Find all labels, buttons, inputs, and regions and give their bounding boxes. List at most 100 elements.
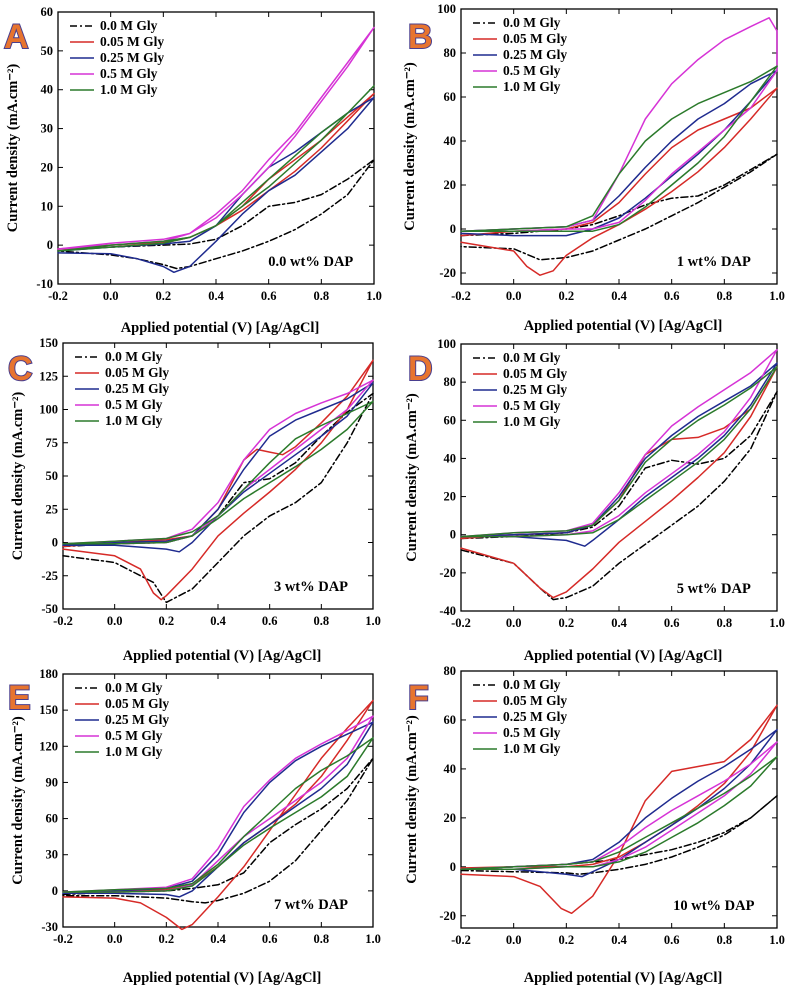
panel-annotation: 1 wt% DAP <box>677 254 751 270</box>
x-tick-label: 0.6 <box>664 289 680 303</box>
legend-label: 0.05 M Gly <box>503 366 567 381</box>
legend-label: 0.25 M Gly <box>503 709 567 724</box>
x-tick-label: 0.4 <box>208 289 224 303</box>
x-tick-label: 0.0 <box>103 289 119 303</box>
series-line-0-25-m-gly <box>460 728 778 878</box>
y-axis-title: Current density (mA.cm⁻²) <box>10 716 26 885</box>
y-tick-label: 0 <box>450 222 456 236</box>
y-tick-label: 0 <box>47 238 53 252</box>
y-tick-label: -20 <box>439 566 456 580</box>
panel-a: -0.2 0.0 0.2 0.4 0.6 0.8 1.0 -10 0 10 20 30 40 50 60 Ap… <box>3 5 382 336</box>
legend-label: 0.05 M Gly <box>503 31 567 46</box>
y-tick-label: 60 <box>444 713 457 727</box>
y-tick-label: 150 <box>39 336 58 350</box>
y-tick-label: 30 <box>41 122 54 136</box>
y-axis-title: Current density (mA.cm⁻²) <box>404 715 420 884</box>
x-axis-title: Applied potential (V) [Ag/AgCl] <box>123 970 322 986</box>
series-line-0-05-m-gly <box>460 87 778 276</box>
y-tick-label: 80 <box>444 46 457 60</box>
series-line-0-0-m-gly <box>460 153 778 261</box>
series-line-1-0-m-gly <box>460 65 778 232</box>
y-tick-label: 40 <box>444 762 457 776</box>
legend-label: 0.5 M Gly <box>503 725 561 740</box>
legend-label: 0.0 M Gly <box>503 15 561 30</box>
legend-label: 0.05 M Gly <box>105 365 169 380</box>
y-tick-label: 75 <box>46 436 59 450</box>
x-tick-label: 0.6 <box>261 289 277 303</box>
x-tick-label: 1.0 <box>769 616 785 630</box>
x-tick-label: -0.2 <box>53 932 73 946</box>
series-line-0-25-m-gly <box>62 382 374 553</box>
series-line-0-05-m-gly <box>62 359 374 601</box>
panel-c: -0.2 0.0 0.2 0.4 0.6 0.8 1.0 -50 -25 0 25 50 75 100 12… <box>7 336 381 664</box>
series-line-0-5-m-gly <box>460 17 778 232</box>
x-tick-label: 0.8 <box>717 933 733 947</box>
legend-label: 0.25 M Gly <box>503 382 567 397</box>
x-axis-title: Applied potential (V) [Ag/AgCl] <box>121 320 320 336</box>
y-axis-title: Current density (mA.cm⁻²) <box>10 392 26 561</box>
y-tick-label: 20 <box>444 811 457 825</box>
legend-label: 0.5 M Gly <box>105 397 163 412</box>
y-axis-title: Current density (mA.cm⁻²) <box>404 393 420 562</box>
x-tick-label: 0.2 <box>559 933 575 947</box>
series-line-0-5-m-gly <box>460 741 778 871</box>
x-tick-label: 0.4 <box>210 614 226 628</box>
panel-letter: C <box>8 350 33 388</box>
x-tick-label: 0.8 <box>717 616 733 630</box>
series-line-0-0-m-gly <box>57 158 375 270</box>
series-line-1-0-m-gly <box>460 366 778 538</box>
y-tick-label: 100 <box>39 403 58 417</box>
y-tick-label: 40 <box>41 83 54 97</box>
x-tick-label: 0.0 <box>506 933 522 947</box>
panel-letter: A <box>4 18 29 56</box>
series-line-0-0-m-gly <box>62 757 374 904</box>
panel-annotation: 10 wt% DAP <box>673 898 754 914</box>
legend-label: 1.0 M Gly <box>105 413 163 428</box>
x-tick-label: -0.2 <box>48 289 68 303</box>
panel-annotation: 7 wt% DAP <box>274 897 348 913</box>
y-tick-label: 50 <box>41 44 54 58</box>
y-tick-label: -40 <box>439 604 456 618</box>
y-tick-label: 0 <box>450 528 456 542</box>
x-tick-label: -0.2 <box>451 933 471 947</box>
x-axis-title: Applied potential (V) [Ag/AgCl] <box>123 648 322 664</box>
x-tick-label: 1.0 <box>366 289 382 303</box>
y-tick-label: -50 <box>41 602 58 616</box>
y-tick-label: 120 <box>39 739 58 753</box>
legend-label: 0.25 M Gly <box>100 50 164 65</box>
legend-label: 1.0 M Gly <box>100 82 158 97</box>
y-tick-label: -20 <box>439 266 456 280</box>
legend-label: 0.0 M Gly <box>105 680 163 695</box>
x-tick-label: 0.0 <box>506 616 522 630</box>
legend-label: 1.0 M Gly <box>503 414 561 429</box>
x-tick-label: 1.0 <box>365 932 381 946</box>
y-tick-label: 100 <box>437 2 456 16</box>
x-tick-label: -0.2 <box>53 614 73 628</box>
panel-e: -0.2 0.0 0.2 0.4 0.6 0.8 1.0 -30 0 30 60 90 120 150 18… <box>7 667 381 986</box>
y-tick-label: 25 <box>46 502 59 516</box>
y-tick-label: 50 <box>46 469 59 483</box>
y-tick-label: 0 <box>52 884 58 898</box>
y-tick-label: -20 <box>439 909 456 923</box>
legend-label: 0.5 M Gly <box>100 66 158 81</box>
panel-letter: E <box>8 679 31 717</box>
series-line-0-25-m-gly <box>57 96 375 274</box>
x-tick-label: -0.2 <box>451 289 471 303</box>
legend-label: 0.0 M Gly <box>503 350 561 365</box>
legend-label: 0.5 M Gly <box>503 63 561 78</box>
series-line-1-0-m-gly <box>62 737 374 893</box>
y-tick-label: -25 <box>41 569 58 583</box>
y-tick-label: -30 <box>41 920 58 934</box>
y-tick-label: -10 <box>36 277 53 291</box>
y-tick-label: 60 <box>444 413 457 427</box>
y-tick-label: 20 <box>41 160 54 174</box>
x-tick-label: 0.8 <box>717 289 733 303</box>
y-tick-label: 0 <box>450 860 456 874</box>
y-tick-label: 40 <box>444 451 457 465</box>
y-tick-label: 0 <box>52 536 58 550</box>
x-tick-label: 0.6 <box>664 616 680 630</box>
x-tick-label: 1.0 <box>769 289 785 303</box>
legend-label: 1.0 M Gly <box>105 744 163 759</box>
y-tick-label: 10 <box>41 199 54 213</box>
